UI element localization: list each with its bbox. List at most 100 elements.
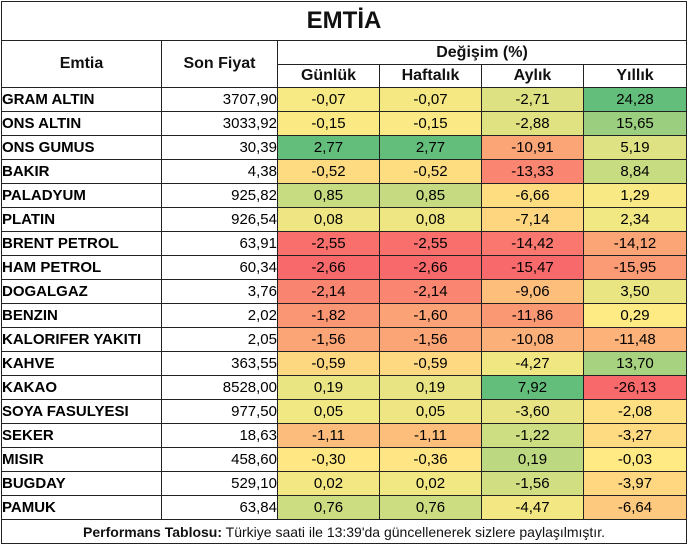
yearly-change-cell: 8,84	[582, 159, 687, 184]
header-last-price: Son Fiyat	[161, 40, 278, 88]
commodity-name-cell: PALADYUM	[1, 183, 162, 208]
table-row: SOYA FASULYESI 977,50 0,05 0,05 -3,60 -2,08	[1, 399, 687, 424]
yearly-change-cell: -26,13	[582, 375, 687, 400]
commodity-name-cell: BUGDAY	[1, 471, 162, 496]
daily-change-cell: -0,07	[277, 87, 380, 112]
table-row: PAMUK 63,84 0,76 0,76 -4,47 -6,64	[1, 495, 687, 520]
table-row: HAM PETROL 60,34 -2,66 -2,66 -15,47 -15,95	[1, 255, 687, 280]
daily-change-cell: -0,52	[277, 159, 380, 184]
yearly-change-cell: 0,29	[582, 303, 687, 328]
yearly-change-cell: 5,19	[582, 135, 687, 160]
monthly-change-cell: -3,60	[481, 399, 584, 424]
last-price-cell: 63,91	[161, 231, 278, 256]
last-price-cell: 60,34	[161, 255, 278, 280]
header-yearly: Yıllık	[582, 64, 687, 88]
header-weekly: Haftalık	[379, 64, 482, 88]
table-row: BUGDAY 529,10 0,02 0,02 -1,56 -3,97	[1, 471, 687, 496]
weekly-change-cell: -0,15	[379, 111, 482, 136]
weekly-change-cell: 2,77	[379, 135, 482, 160]
weekly-change-cell: -1,56	[379, 327, 482, 352]
last-price-cell: 529,10	[161, 471, 278, 496]
monthly-change-cell: 0,19	[481, 447, 584, 472]
daily-change-cell: 0,76	[277, 495, 380, 520]
daily-change-cell: 2,77	[277, 135, 380, 160]
weekly-change-cell: 0,02	[379, 471, 482, 496]
table-row: BAKIR 4,38 -0,52 -0,52 -13,33 8,84	[1, 159, 687, 184]
weekly-change-cell: -2,55	[379, 231, 482, 256]
weekly-change-cell: 0,85	[379, 183, 482, 208]
yearly-change-cell: -6,64	[582, 495, 687, 520]
daily-change-cell: 0,19	[277, 375, 380, 400]
daily-change-cell: -2,66	[277, 255, 380, 280]
yearly-change-cell: -3,27	[582, 423, 687, 448]
last-price-cell: 977,50	[161, 399, 278, 424]
header-change-group: Değişim (%)	[276, 40, 687, 65]
daily-change-cell: -2,55	[277, 231, 380, 256]
header-commodity: Emtia	[1, 40, 162, 88]
weekly-change-cell: -1,11	[379, 423, 482, 448]
monthly-change-cell: -11,86	[481, 303, 584, 328]
commodity-name-cell: DOGALGAZ	[1, 279, 162, 304]
last-price-cell: 30,39	[161, 135, 278, 160]
table-row: ONS ALTIN 3033,92 -0,15 -0,15 -2,88 15,65	[1, 111, 687, 136]
weekly-change-cell: 0,05	[379, 399, 482, 424]
commodity-name-cell: KAHVE	[1, 351, 162, 376]
monthly-change-cell: -2,88	[481, 111, 584, 136]
weekly-change-cell: 0,19	[379, 375, 482, 400]
monthly-change-cell: -2,71	[481, 87, 584, 112]
commodity-name-cell: ONS ALTIN	[1, 111, 162, 136]
monthly-change-cell: -1,22	[481, 423, 584, 448]
commodity-name-cell: KAKAO	[1, 375, 162, 400]
table-row: PALADYUM 925,82 0,85 0,85 -6,66 1,29	[1, 183, 687, 208]
monthly-change-cell: -4,27	[481, 351, 584, 376]
monthly-change-cell: 7,92	[481, 375, 584, 400]
last-price-cell: 3,76	[161, 279, 278, 304]
weekly-change-cell: -2,66	[379, 255, 482, 280]
daily-change-cell: -0,15	[277, 111, 380, 136]
daily-change-cell: 0,05	[277, 399, 380, 424]
last-price-cell: 63,84	[161, 495, 278, 520]
footer-text: Türkiye saati ile 13:39'da güncellenerek…	[222, 523, 605, 540]
last-price-cell: 2,02	[161, 303, 278, 328]
weekly-change-cell: 0,08	[379, 207, 482, 232]
monthly-change-cell: -1,56	[481, 471, 584, 496]
monthly-change-cell: -13,33	[481, 159, 584, 184]
yearly-change-cell: -15,95	[582, 255, 687, 280]
daily-change-cell: -0,59	[277, 351, 380, 376]
last-price-cell: 3707,90	[161, 87, 278, 112]
weekly-change-cell: -0,07	[379, 87, 482, 112]
weekly-change-cell: -2,14	[379, 279, 482, 304]
monthly-change-cell: -10,91	[481, 135, 584, 160]
yearly-change-cell: 24,28	[582, 87, 687, 112]
daily-change-cell: -1,56	[277, 327, 380, 352]
table-row: ONS GUMUS 30,39 2,77 2,77 -10,91 5,19	[1, 135, 687, 160]
yearly-change-cell: 1,29	[582, 183, 687, 208]
yearly-change-cell: 3,50	[582, 279, 687, 304]
last-price-cell: 925,82	[161, 183, 278, 208]
last-price-cell: 2,05	[161, 327, 278, 352]
weekly-change-cell: -0,36	[379, 447, 482, 472]
table-row: KAKAO 8528,00 0,19 0,19 7,92 -26,13	[1, 375, 687, 400]
commodity-name-cell: MISIR	[1, 447, 162, 472]
yearly-change-cell: -14,12	[582, 231, 687, 256]
table-row: KAHVE 363,55 -0,59 -0,59 -4,27 13,70	[1, 351, 687, 376]
table-body: GRAM ALTIN 3707,90 -0,07 -0,07 -2,71 24,28 ONS…	[1, 87, 687, 520]
table-row: BENZIN 2,02 -1,82 -1,60 -11,86 0,29	[1, 303, 687, 328]
footer-label: Performans Tablosu:	[83, 523, 223, 540]
table-row: PLATIN 926,54 0,08 0,08 -7,14 2,34	[1, 207, 687, 232]
monthly-change-cell: -10,08	[481, 327, 584, 352]
daily-change-cell: -2,14	[277, 279, 380, 304]
yearly-change-cell: -2,08	[582, 399, 687, 424]
daily-change-cell: 0,08	[277, 207, 380, 232]
weekly-change-cell: -0,52	[379, 159, 482, 184]
table-row: GRAM ALTIN 3707,90 -0,07 -0,07 -2,71 24,28	[1, 87, 687, 112]
commodity-name-cell: HAM PETROL	[1, 255, 162, 280]
table-row: DOGALGAZ 3,76 -2,14 -2,14 -9,06 3,50	[1, 279, 687, 304]
yearly-change-cell: -11,48	[582, 327, 687, 352]
commodity-name-cell: BAKIR	[1, 159, 162, 184]
last-price-cell: 3033,92	[161, 111, 278, 136]
last-price-cell: 926,54	[161, 207, 278, 232]
yearly-change-cell: 2,34	[582, 207, 687, 232]
commodity-name-cell: SEKER	[1, 423, 162, 448]
